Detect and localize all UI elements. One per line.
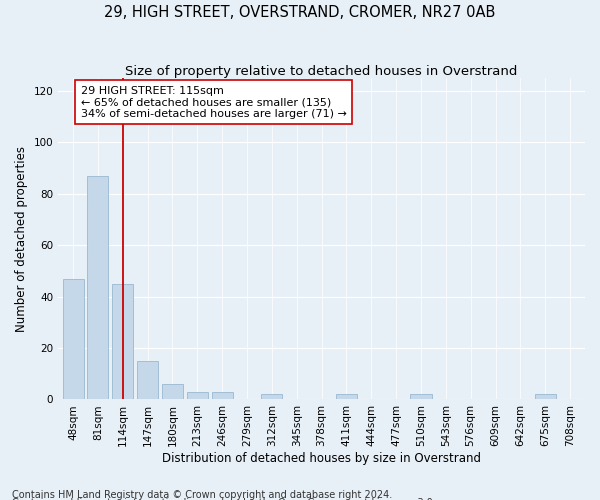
X-axis label: Distribution of detached houses by size in Overstrand: Distribution of detached houses by size … xyxy=(162,452,481,465)
Bar xyxy=(410,394,431,400)
Bar xyxy=(212,392,233,400)
Text: 29, HIGH STREET, OVERSTRAND, CROMER, NR27 0AB: 29, HIGH STREET, OVERSTRAND, CROMER, NR2… xyxy=(104,5,496,20)
Bar xyxy=(187,392,208,400)
Bar xyxy=(336,394,357,400)
Title: Size of property relative to detached houses in Overstrand: Size of property relative to detached ho… xyxy=(125,65,518,78)
Bar xyxy=(88,176,109,400)
Bar xyxy=(262,394,283,400)
Y-axis label: Number of detached properties: Number of detached properties xyxy=(15,146,28,332)
Text: 29 HIGH STREET: 115sqm
← 65% of detached houses are smaller (135)
34% of semi-de: 29 HIGH STREET: 115sqm ← 65% of detached… xyxy=(80,86,346,119)
Text: Contains public sector information licensed under the Open Government Licence v3: Contains public sector information licen… xyxy=(12,498,436,500)
Bar xyxy=(137,361,158,400)
Bar xyxy=(535,394,556,400)
Bar xyxy=(162,384,183,400)
Text: Contains HM Land Registry data © Crown copyright and database right 2024.: Contains HM Land Registry data © Crown c… xyxy=(12,490,392,500)
Bar xyxy=(62,278,83,400)
Bar xyxy=(112,284,133,400)
